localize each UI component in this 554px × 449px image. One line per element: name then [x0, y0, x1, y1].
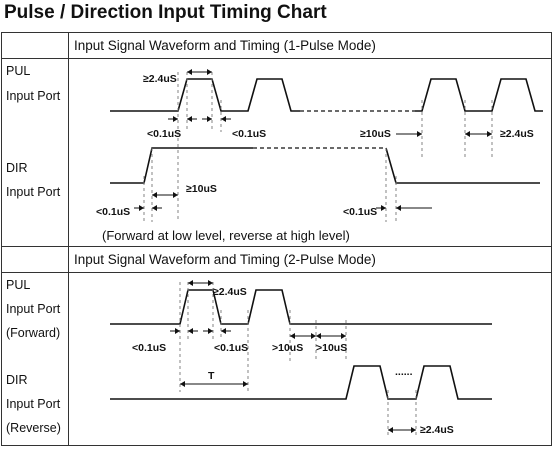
label-pulse-gap: ≥10uS: [360, 128, 391, 140]
dir2-waveform: [110, 365, 492, 400]
label-rise-time: <0.1uS: [147, 128, 181, 140]
dir2-direction-label: (Reverse): [6, 421, 61, 435]
label2-gap-b: >10uS: [316, 342, 347, 354]
dir-sublabel: Input Port: [6, 185, 61, 199]
arrowheads: [187, 69, 212, 75]
table-frame: [1, 32, 552, 446]
dir-label: DIR: [6, 161, 28, 175]
label2-rise-time: <0.1uS: [132, 342, 166, 354]
pul-label: PUL: [6, 64, 30, 78]
pul2-waveform: [110, 289, 492, 325]
dir-waveform-tail: [385, 147, 540, 184]
label2-fall-time: <0.1uS: [214, 342, 248, 354]
label-pulse-width: ≥2.4uS: [143, 73, 177, 85]
arrowheads: [139, 205, 157, 211]
direction-note: (Forward at low level, reverse at high l…: [102, 228, 350, 243]
section2-header: Input Signal Waveform and Timing (2-Puls…: [74, 252, 376, 267]
label-dir-setup: ≥10uS: [186, 183, 217, 195]
page-title: Pulse / Direction Input Timing Chart: [4, 2, 327, 23]
pul2-sublabel: Input Port: [6, 302, 61, 316]
arrowheads: [381, 205, 401, 211]
label-dir-rise: <0.1uS: [96, 206, 130, 218]
pul2-label: PUL: [6, 278, 30, 292]
arrowheads: [208, 328, 226, 334]
label2-gap-a: >10uS: [272, 342, 303, 354]
label-dir-fall: <0.1uS: [343, 206, 377, 218]
arrowheads: [207, 116, 226, 122]
label2-period: T: [208, 370, 215, 382]
arrowheads: [188, 280, 213, 286]
dir-waveform: [110, 147, 253, 184]
section1-header: Input Signal Waveform and Timing (1-Puls…: [74, 38, 376, 53]
pul-waveform: [110, 78, 300, 112]
pul-waveform-tail: [415, 78, 543, 112]
label2-pulse-width: ≥2.4uS: [213, 286, 247, 298]
label-pulse-low: ≥2.4uS: [500, 128, 534, 140]
arrowheads: [175, 328, 193, 334]
dir2-label: DIR: [6, 373, 28, 387]
pul-sublabel: Input Port: [6, 89, 61, 103]
label2-ellipsis: ......: [395, 366, 413, 378]
arrowheads: [417, 131, 422, 137]
arrowheads: [173, 116, 192, 122]
dir2-sublabel: Input Port: [6, 397, 61, 411]
pul2-direction-label: (Forward): [6, 326, 60, 340]
label2-dir-low: ≥2.4uS: [420, 424, 454, 436]
label-fall-time: <0.1uS: [232, 128, 266, 140]
